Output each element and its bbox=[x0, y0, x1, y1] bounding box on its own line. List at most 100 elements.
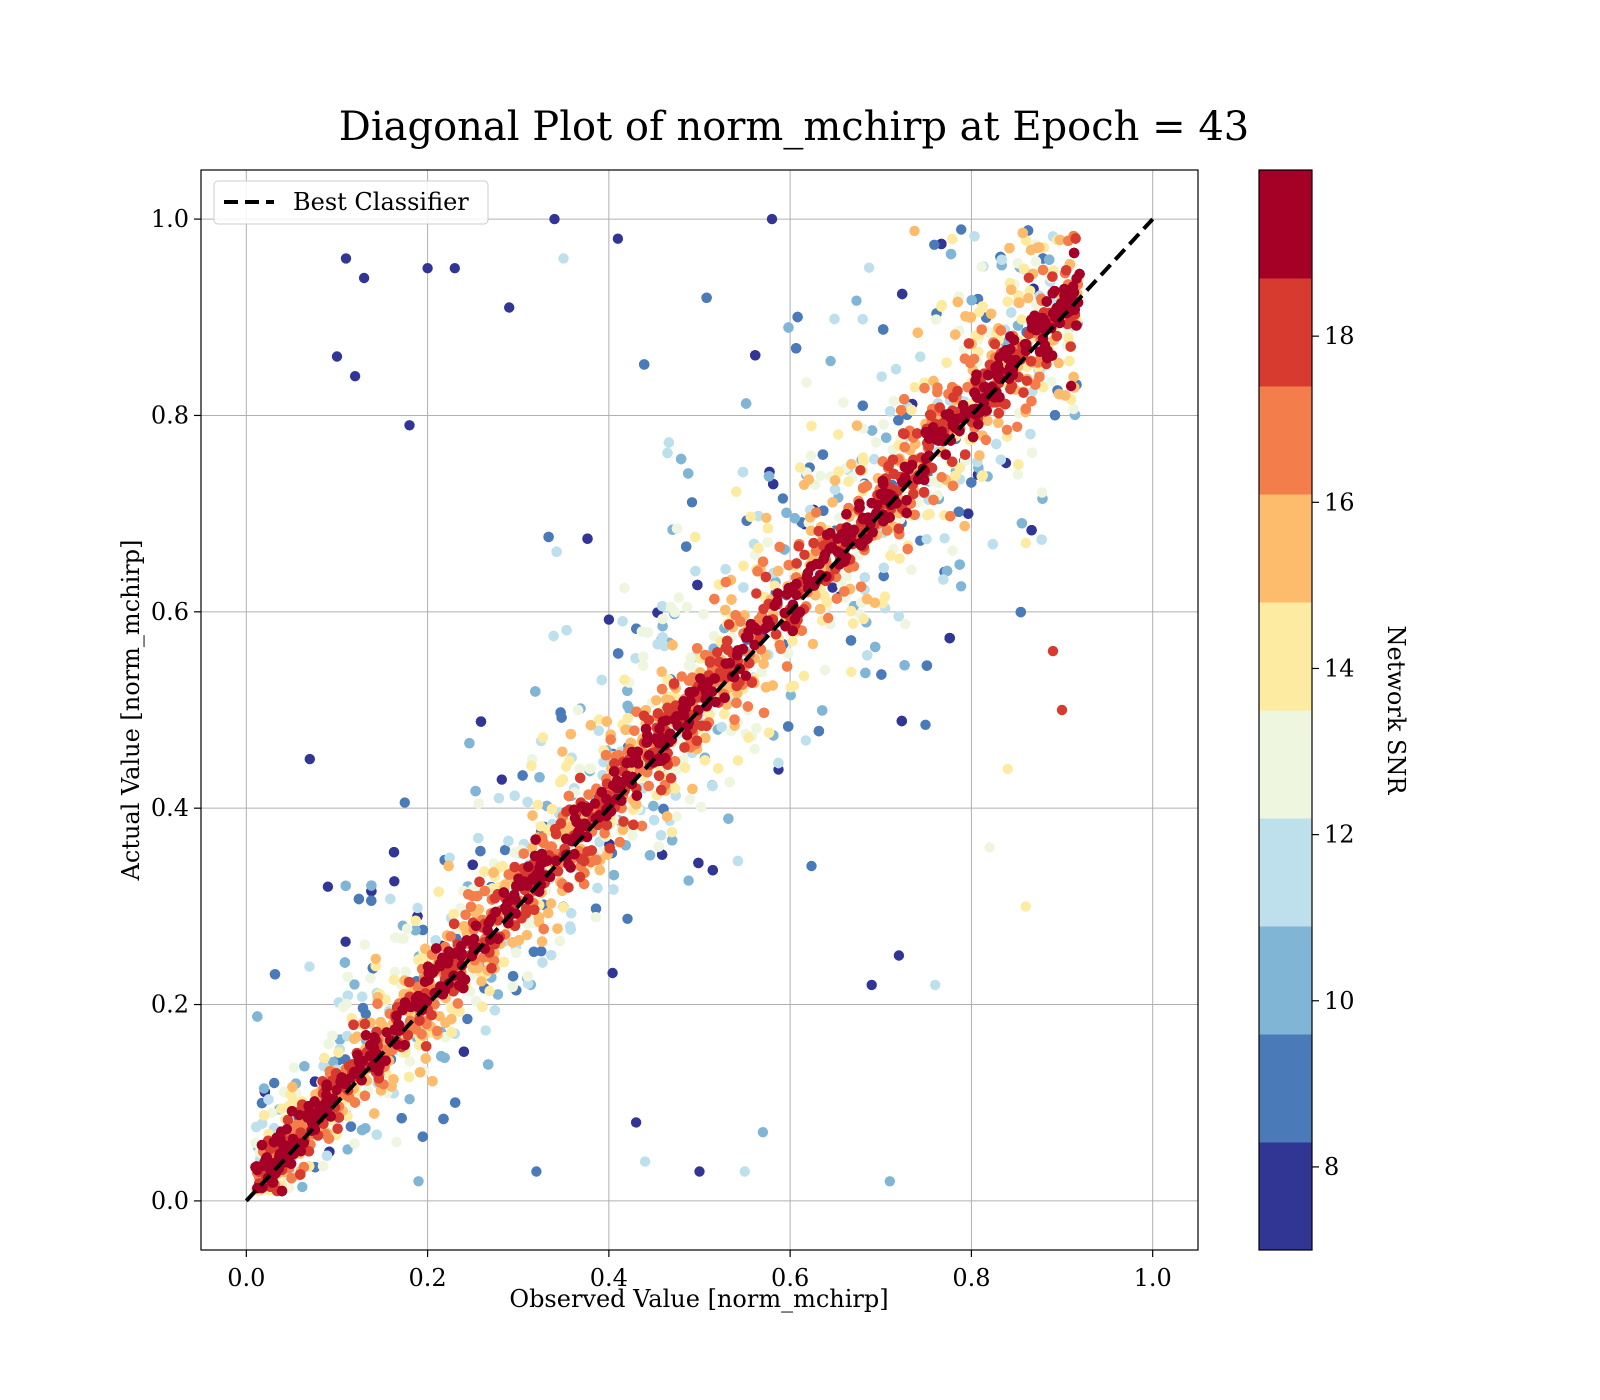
scatter-point bbox=[899, 660, 910, 671]
scatter-point bbox=[399, 797, 410, 808]
scatter-point bbox=[327, 1030, 338, 1042]
scatter-point bbox=[1037, 264, 1049, 276]
scatter-point bbox=[788, 680, 800, 692]
scatter-point bbox=[531, 1166, 542, 1177]
scatter-point bbox=[699, 755, 711, 766]
scatter-point bbox=[783, 322, 794, 333]
scatter-point bbox=[985, 308, 997, 319]
scatter-point bbox=[263, 1094, 274, 1105]
scatter-point bbox=[720, 564, 731, 575]
scatter-point bbox=[893, 415, 904, 426]
scatter-point bbox=[545, 898, 557, 909]
scatter-point bbox=[671, 811, 682, 822]
scatter-point bbox=[876, 371, 887, 382]
scatter-point bbox=[536, 936, 548, 947]
scatter-point bbox=[846, 459, 857, 470]
scatter-point bbox=[833, 429, 844, 440]
scatter-point bbox=[548, 630, 559, 642]
scatter-point bbox=[996, 254, 1007, 265]
scatter-point bbox=[857, 400, 868, 411]
scatter-point bbox=[498, 956, 510, 968]
scatter-point bbox=[806, 860, 817, 872]
scatter-point bbox=[692, 579, 703, 591]
scatter-point bbox=[464, 738, 475, 749]
scatter-point bbox=[522, 971, 533, 982]
scatter-point bbox=[695, 802, 707, 813]
scatter-point bbox=[488, 867, 499, 878]
scatter-point bbox=[349, 979, 360, 990]
scatter-point bbox=[773, 757, 784, 769]
scatter-point bbox=[838, 397, 849, 408]
scatter-point bbox=[620, 724, 631, 735]
scatter-point bbox=[653, 841, 664, 852]
scatter-point bbox=[893, 950, 905, 961]
scatter-point bbox=[657, 632, 668, 643]
scatter-point bbox=[340, 880, 351, 891]
scatter-point bbox=[681, 601, 693, 613]
scatter-point bbox=[928, 494, 939, 506]
scatter-point bbox=[781, 661, 793, 672]
scatter-point bbox=[896, 715, 907, 727]
scatter-point bbox=[622, 913, 633, 924]
scatter-point bbox=[342, 1144, 353, 1155]
scatter-point bbox=[436, 1051, 447, 1062]
scatter-point bbox=[475, 716, 487, 727]
scatter-point bbox=[372, 998, 383, 1009]
scatter-point bbox=[866, 979, 877, 991]
scatter-point bbox=[888, 395, 899, 407]
scatter-point bbox=[987, 539, 998, 550]
scatter-point bbox=[777, 493, 789, 504]
scatter-point bbox=[692, 643, 703, 654]
scatter-point bbox=[564, 921, 576, 932]
scatter-point bbox=[420, 1053, 431, 1064]
scatter-point bbox=[976, 261, 987, 272]
scatter-point bbox=[819, 664, 831, 676]
scatter-point bbox=[845, 635, 857, 646]
scatter-point bbox=[345, 1121, 357, 1132]
scatter-point bbox=[785, 690, 796, 701]
scatter-point bbox=[712, 763, 724, 774]
scatter-point bbox=[269, 1077, 280, 1089]
scatter-point bbox=[902, 543, 913, 555]
scatter-point bbox=[707, 865, 718, 876]
scatter-point bbox=[976, 324, 987, 335]
scatter-point bbox=[1025, 244, 1037, 256]
scatter-point bbox=[366, 895, 377, 906]
scatter-point bbox=[507, 981, 518, 992]
scatter-point bbox=[823, 612, 834, 624]
scatter-point bbox=[655, 830, 667, 841]
scatter-point bbox=[893, 611, 904, 622]
scatter-point bbox=[656, 666, 667, 677]
scatter-point bbox=[1064, 355, 1075, 367]
scatter-point bbox=[843, 476, 854, 487]
scatter-point bbox=[757, 1127, 769, 1138]
scatter-point bbox=[857, 452, 869, 463]
scatter-point bbox=[349, 371, 361, 382]
scatter-point bbox=[693, 857, 704, 869]
scatter-point bbox=[758, 707, 770, 718]
scatter-point bbox=[448, 908, 459, 920]
scatter-point bbox=[507, 937, 518, 948]
scatter-point bbox=[982, 415, 993, 426]
scatter-point bbox=[939, 533, 950, 544]
scatter-point bbox=[359, 939, 370, 950]
scatter-point bbox=[1068, 371, 1079, 383]
scatter-point bbox=[959, 353, 971, 364]
scatter-point bbox=[349, 1138, 360, 1149]
scatter-point bbox=[701, 292, 712, 303]
scatter-point bbox=[861, 593, 873, 605]
scatter-point bbox=[666, 835, 678, 846]
scatter-point bbox=[977, 470, 988, 481]
scatter-point bbox=[1020, 537, 1031, 549]
scatter-point bbox=[729, 714, 740, 725]
scatter-point bbox=[869, 454, 880, 465]
scatter-point bbox=[619, 582, 630, 594]
scatter-point bbox=[684, 794, 696, 805]
scatter-point bbox=[522, 796, 533, 808]
scatter-point bbox=[385, 893, 396, 905]
scatter-point bbox=[410, 915, 421, 926]
scatter-point bbox=[738, 582, 749, 593]
scatter-point bbox=[546, 803, 558, 815]
scatter-point bbox=[866, 425, 878, 436]
scatter-point bbox=[1006, 284, 1017, 295]
